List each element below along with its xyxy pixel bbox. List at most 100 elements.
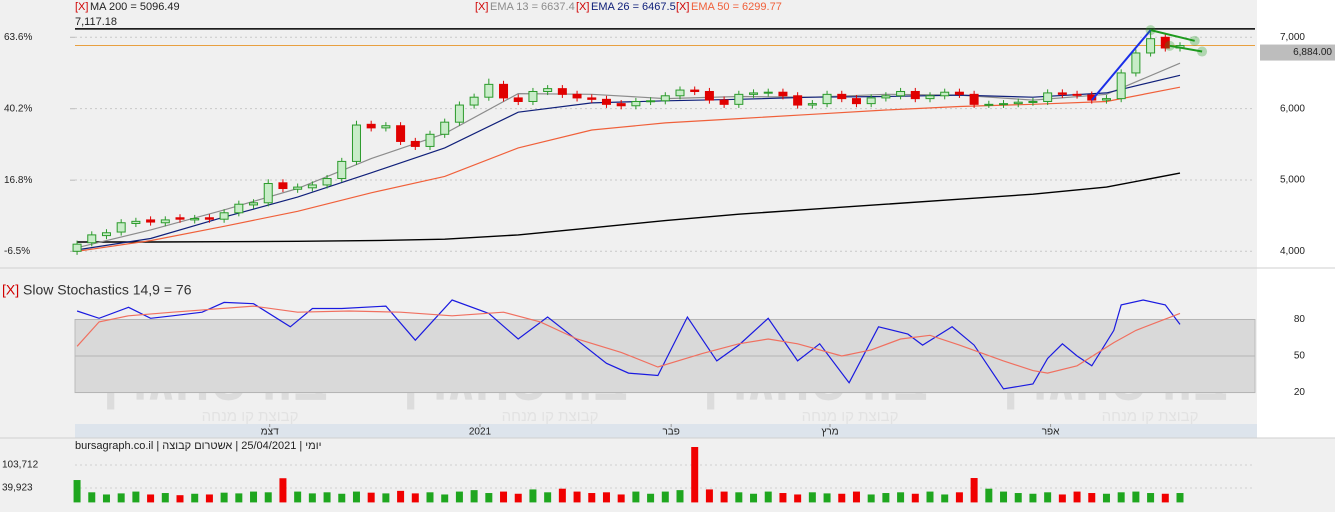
legend-entry: EMA 13 = 6637.4 bbox=[490, 1, 575, 13]
candle-body bbox=[131, 220, 141, 224]
candle-body bbox=[543, 88, 553, 92]
volume-bar bbox=[235, 493, 243, 503]
legend-entry: MA 200 = 5096.49 bbox=[90, 1, 180, 13]
candle-body bbox=[954, 91, 964, 95]
volume-bar bbox=[514, 493, 522, 503]
candle-body bbox=[454, 104, 464, 123]
volume-bar bbox=[88, 492, 96, 503]
watermark-tagline: קבוצת קו מנחה bbox=[202, 408, 299, 425]
close-mark: [X] bbox=[2, 282, 19, 298]
candle-body bbox=[234, 203, 244, 214]
volume-bar bbox=[308, 493, 316, 503]
volume-bar bbox=[779, 493, 787, 503]
trendline-handle bbox=[1189, 35, 1200, 46]
volume-bar bbox=[264, 492, 272, 503]
candle-body bbox=[116, 222, 126, 233]
candle-body bbox=[675, 89, 685, 97]
volume-bar bbox=[117, 493, 125, 503]
volume-bar bbox=[955, 492, 963, 503]
volume-bar bbox=[602, 492, 610, 503]
candle-body bbox=[646, 100, 656, 103]
candle-body bbox=[351, 124, 361, 162]
close-mark: [X] bbox=[676, 1, 689, 13]
series-line bbox=[1150, 29, 1195, 42]
volume-bar bbox=[1132, 491, 1140, 503]
candle-body bbox=[896, 90, 906, 97]
series-line bbox=[77, 86, 1181, 252]
candle-body bbox=[249, 202, 259, 206]
volume-bar bbox=[544, 492, 552, 503]
volume-bar bbox=[705, 489, 713, 503]
volume-bar bbox=[485, 493, 493, 503]
panel-title: Slow Stochastics 14,9 = 76 bbox=[23, 282, 192, 298]
volume-bar bbox=[1029, 493, 1037, 503]
close-mark: [X] bbox=[75, 1, 88, 13]
volume-bar bbox=[852, 491, 860, 503]
series-line bbox=[76, 305, 1181, 374]
volume-bar bbox=[338, 493, 346, 503]
candle-body bbox=[763, 91, 773, 94]
legend-entry: EMA 26 = 6467.5 bbox=[591, 1, 676, 13]
candle-body bbox=[337, 160, 347, 180]
volume-bar bbox=[161, 493, 169, 503]
volume-bar bbox=[1117, 492, 1125, 503]
volume-bar bbox=[720, 491, 728, 503]
close-mark: [X] bbox=[475, 1, 488, 13]
volume-bar bbox=[1147, 493, 1155, 503]
candle-body bbox=[851, 98, 861, 105]
candle-body bbox=[719, 99, 729, 105]
volume-bar bbox=[500, 491, 508, 503]
volume-bar bbox=[838, 493, 846, 503]
volume-bar bbox=[397, 490, 405, 503]
candle-body bbox=[396, 125, 406, 142]
candle-body bbox=[278, 182, 288, 190]
series-line bbox=[77, 74, 1181, 251]
x-tick-label: מרץ bbox=[821, 427, 838, 438]
candle-body bbox=[601, 98, 611, 105]
candle-body bbox=[101, 232, 111, 237]
candle-body bbox=[925, 95, 935, 100]
candle-body bbox=[1057, 92, 1067, 95]
candle-body bbox=[1101, 98, 1111, 101]
candle-body bbox=[87, 234, 97, 244]
candle-body bbox=[307, 184, 317, 189]
volume-bar bbox=[970, 478, 978, 503]
volume-bar bbox=[455, 491, 463, 503]
candle-body bbox=[969, 93, 979, 105]
candle-body bbox=[881, 95, 891, 99]
candle-body bbox=[190, 217, 200, 221]
candle-body bbox=[175, 217, 185, 220]
series-line bbox=[77, 172, 1181, 243]
candle-body bbox=[631, 100, 641, 107]
volume-bar bbox=[1161, 493, 1169, 503]
y2-tick-label: 16.8% bbox=[4, 175, 32, 186]
candle-body bbox=[984, 103, 994, 106]
candle-body bbox=[557, 88, 567, 95]
candle-body bbox=[910, 90, 920, 100]
volume-bar bbox=[588, 493, 596, 503]
candle-body bbox=[381, 125, 391, 129]
candle-body bbox=[469, 96, 479, 106]
volume-bar bbox=[529, 489, 537, 503]
candle-body bbox=[572, 93, 582, 99]
candle-body bbox=[793, 95, 803, 106]
candle-body bbox=[410, 140, 420, 147]
y2-tick-label: 40.2% bbox=[4, 103, 32, 114]
series-line bbox=[1091, 29, 1152, 101]
volume-bar bbox=[823, 493, 831, 503]
volume-bar bbox=[1176, 493, 1184, 503]
candle-body bbox=[322, 178, 332, 186]
volume-bar bbox=[617, 494, 625, 503]
candle-body bbox=[1072, 93, 1082, 96]
volume-bar bbox=[441, 494, 449, 503]
volume-bar bbox=[250, 491, 258, 503]
date-strip bbox=[75, 424, 1257, 438]
legend-entry: EMA 50 = 6299.77 bbox=[691, 1, 782, 13]
y2-tick-label: -6.5% bbox=[4, 246, 30, 257]
candle-body bbox=[499, 83, 509, 99]
volume-bar bbox=[897, 492, 905, 503]
candle-body bbox=[72, 243, 82, 252]
volume-bar bbox=[676, 490, 684, 503]
volume-bar bbox=[352, 491, 360, 503]
